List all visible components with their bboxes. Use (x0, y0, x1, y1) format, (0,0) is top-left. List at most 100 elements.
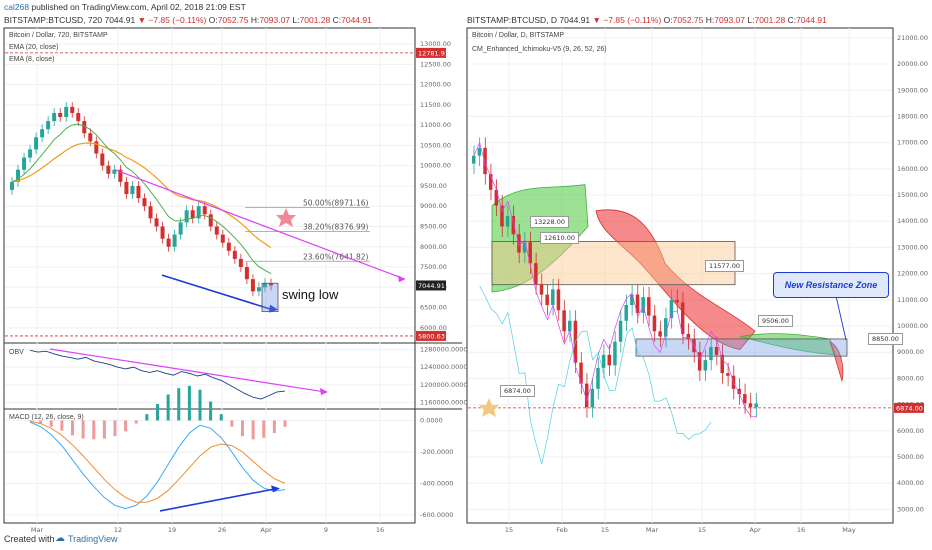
macd-hist-12 (156, 403, 159, 421)
footer-bar: Created with ☁ TradingView (0, 530, 932, 550)
resistance-box-lower (635, 338, 848, 357)
macd-hist-16 (198, 389, 202, 421)
left-ytick-6: 9000.00 (420, 202, 447, 210)
right-candle-32 (652, 315, 657, 332)
right-candle-7 (511, 215, 516, 235)
legend-ema8[interactable]: EMA (8, close) (9, 56, 55, 63)
left-pricetag-bg-2 (416, 280, 446, 291)
left-candle-32 (202, 206, 207, 215)
right-ytick-10: 13000.00 (897, 243, 928, 251)
obv-ytick-1: 1240000.0000 (420, 363, 468, 371)
right-candle-6 (505, 215, 510, 227)
left-ytick-4: 8000.00 (420, 243, 447, 251)
macd-title: MACD (12, 26, close, 9) (9, 414, 84, 421)
obv-ytick-3: 1160000.0000 (420, 399, 468, 407)
left-o-label: O: (208, 15, 218, 25)
left-candle-6 (46, 121, 51, 130)
macd-hist-2 (49, 420, 53, 427)
macd-hist-0 (28, 420, 32, 422)
left-candle-22 (142, 198, 147, 207)
right-candle-41 (703, 360, 708, 371)
left-candle-35 (220, 234, 225, 243)
left-candle-27 (172, 234, 177, 247)
left-candle-25 (160, 226, 165, 239)
down-arrow-icon: ▼ (592, 15, 601, 25)
right-xtick-1: Feb (556, 526, 568, 534)
macd-hist-10 (134, 420, 138, 424)
left-xtick-1: 12 (114, 526, 122, 534)
left-candle-19 (124, 181, 129, 195)
right-candle-2 (483, 147, 487, 175)
left-candle-40 (250, 279, 255, 292)
right-candle-33 (658, 331, 662, 337)
left-l-label: L: (292, 15, 300, 25)
callout-6874: 6874.00 (500, 385, 535, 397)
macd-hist-11 (145, 414, 149, 421)
left-h-label: H: (250, 15, 260, 25)
left-pricetag-bg-0 (416, 47, 446, 58)
footer-brand[interactable]: TradingView (68, 534, 118, 544)
left-pricetag-bg-1 (416, 330, 446, 341)
left-symbol[interactable]: BITSTAMP:BTCUSD, 720 (4, 15, 103, 25)
left-blue-trendline (161, 274, 273, 311)
right-candle-28 (630, 294, 634, 306)
legend-ichimoku[interactable]: CM_Enhanced_Ichimoku-V5 (9, 26, 52, 26) (472, 46, 607, 53)
left-candle-8 (58, 112, 63, 118)
left-pricetag-0: 12781.91 (418, 49, 449, 57)
left-candle-42 (262, 283, 267, 288)
right-candle-37 (680, 302, 685, 334)
macd-hist-1 (39, 420, 43, 424)
right-candle-21 (590, 388, 595, 408)
right-ytick-6: 9000.00 (897, 348, 924, 356)
left-change: −7.85 (−0.11%) (148, 15, 207, 25)
macd-ytick-1: -200.0000 (420, 448, 453, 456)
footer-created-with: Created with (4, 534, 55, 544)
left-candle-20 (130, 185, 135, 195)
right-xtick-0: 15 (505, 526, 513, 534)
left-ytick-0: 6000.00 (420, 324, 447, 332)
macd-ytick-2: -400.0000 (420, 479, 453, 487)
right-candle-4 (494, 189, 499, 206)
swing-low-box (261, 282, 279, 313)
left-candle-26 (166, 238, 171, 247)
right-ytick-9: 12000.00 (897, 270, 928, 278)
right-candle-24 (607, 354, 612, 366)
left-symbol-line: BITSTAMP:BTCUSD, 720 7044.91 ▼ −7.85 (−0… (4, 15, 372, 25)
left-xtick-3: 26 (218, 526, 226, 534)
macd-ytick-3: -600.0000 (420, 511, 453, 519)
right-xtick-6: 16 (797, 526, 805, 534)
kijun-line (473, 141, 757, 417)
right-ytick-14: 17000.00 (897, 139, 928, 147)
macd-hist-4 (71, 420, 74, 436)
right-xtick-5: Apr (749, 526, 761, 534)
right-candle-5 (500, 205, 504, 227)
left-xtick-5: 9 (324, 526, 328, 534)
macd-hist-19 (230, 420, 234, 427)
right-symbol[interactable]: BITSTAMP:BTCUSD, D (467, 15, 558, 25)
left-l: 7001.28 (299, 15, 331, 25)
right-ytick-1: 4000.00 (897, 479, 924, 487)
signal-line (29, 420, 286, 503)
right-candle-15 (556, 289, 561, 311)
right-l: 7001.28 (754, 15, 786, 25)
right-candle-12 (539, 284, 544, 295)
left-last: 7044.91 (104, 15, 136, 25)
left-xtick-6: 16 (376, 526, 384, 534)
legend-ema20[interactable]: EMA (20, close) (9, 44, 59, 51)
left-candle-21 (136, 185, 141, 199)
right-ytick-13: 16000.00 (897, 165, 928, 173)
right-h-label: H: (705, 15, 715, 25)
right-candle-9 (522, 242, 527, 253)
left-xtick-4: Apr (260, 526, 272, 534)
left-candle-29 (184, 210, 189, 223)
left-candle-17 (112, 169, 117, 174)
obv-line (29, 349, 286, 400)
right-candle-23 (601, 354, 606, 368)
macd-hist-21 (251, 420, 255, 440)
publisher-name[interactable]: cal268 (4, 2, 30, 12)
right-ytick-2: 5000.00 (897, 453, 924, 461)
right-candle-49 (748, 403, 753, 408)
macd-hist-8 (113, 420, 117, 437)
left-candle-11 (76, 112, 81, 122)
left-candle-41 (256, 287, 261, 292)
